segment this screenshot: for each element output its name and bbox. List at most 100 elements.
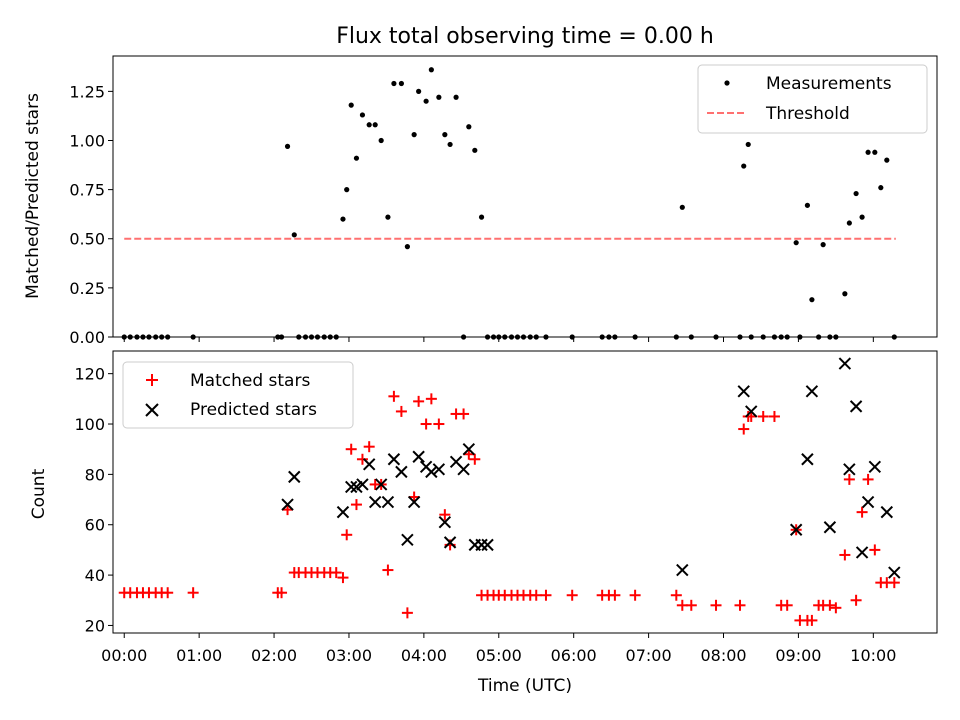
measurements-point: [884, 157, 890, 163]
measurements-point: [340, 216, 346, 222]
measurements-point: [385, 214, 391, 220]
top-plot-area: 0.00 0.25 0.50 0.75 1.00 1.25: [69, 67, 897, 347]
x-tick-label: 03:00: [326, 646, 372, 665]
predicted-stars-point: [432, 463, 446, 476]
measurements-point: [436, 94, 442, 100]
matched-stars-point: [843, 473, 855, 485]
matched-stars-point: [781, 599, 793, 611]
predicted-stars-point: [676, 563, 689, 577]
predicted-stars-point: [438, 516, 452, 529]
bottom-axes-frame: [112, 350, 938, 634]
predicted-stars-point: [281, 498, 294, 511]
measurements-point: [853, 190, 859, 197]
legend-measurements-marker: [724, 80, 730, 86]
x-tick-label: 00:00: [101, 646, 147, 665]
top-y-tick-label: 0.25: [69, 279, 105, 298]
measurements-point: [809, 297, 815, 303]
measurements-point: [478, 214, 485, 220]
measurements-point: [398, 80, 404, 87]
matched-stars-point: [420, 418, 432, 430]
predicted-stars-point: [412, 450, 425, 463]
measurements-point: [466, 124, 472, 130]
measurements-point: [428, 67, 434, 73]
top-legend: Measurements Threshold: [697, 64, 928, 134]
top-y-tick-label: 1.00: [69, 131, 105, 150]
x-tick-label: 01:00: [176, 646, 222, 665]
predicted-stars-point: [443, 536, 457, 549]
legend-predicted-label: Predicted stars: [190, 400, 317, 420]
predicted-stars-point: [345, 480, 358, 494]
bottom-y-tick-label: 80: [85, 465, 105, 484]
matched-stars-point: [363, 441, 375, 453]
measurements-point: [366, 122, 372, 128]
matched-stars-point: [734, 599, 746, 611]
matched-stars-point: [856, 506, 868, 518]
legend-predicted-marker: [145, 403, 159, 417]
bottom-y-tick-label: 60: [85, 516, 105, 535]
predicted-stars-point: [855, 546, 869, 559]
measurements-point: [391, 80, 397, 87]
measurements-point: [793, 240, 799, 246]
x-tick-label: 08:00: [700, 646, 746, 665]
top-y-tick-label: 0.50: [69, 230, 105, 249]
predicted-stars-point: [395, 465, 408, 479]
measurements-point: [353, 155, 360, 161]
measurements-point: [453, 94, 459, 100]
predicted-stars-point: [462, 442, 476, 456]
matched-stars-point: [670, 589, 682, 601]
measurements-point: [416, 88, 422, 94]
matched-stars-point: [768, 410, 780, 422]
measurements-point: [842, 291, 848, 297]
x-tick-label: 05:00: [476, 646, 522, 665]
matched-stars-point: [433, 418, 445, 430]
matched-stars-point: [395, 405, 407, 417]
top-legend-box: [697, 64, 928, 134]
top-y-axis-label: Matched/Predicted stars: [23, 93, 43, 299]
measurements-point: [804, 202, 811, 208]
x-tick-label: 07:00: [626, 646, 672, 665]
legend-threshold-label: Threshold: [765, 104, 850, 124]
matched-stars-point: [413, 395, 425, 407]
predicted-stars-point: [849, 400, 863, 413]
matched-stars-point: [356, 453, 368, 465]
measurements-point: [378, 137, 384, 144]
predicted-stars-point: [362, 458, 376, 471]
predicted-stars-point: [789, 523, 803, 536]
matched-stars-point: [337, 572, 349, 584]
measurements-point: [404, 244, 410, 250]
predicted-stars-point: [288, 470, 301, 484]
matched-stars-point: [530, 589, 542, 601]
x-tick-label: 04:00: [401, 646, 447, 665]
matched-stars-point: [388, 390, 400, 402]
predicted-stars-point: [737, 385, 750, 398]
top-y-tick-label: 0.00: [69, 328, 105, 347]
predicted-stars-point: [368, 495, 382, 509]
measurements-point: [284, 143, 291, 149]
matched-stars-point: [839, 549, 851, 561]
bottom-y-tick-label: 20: [85, 616, 105, 635]
matched-stars-point: [830, 602, 842, 614]
legend-matched-label: Matched stars: [190, 371, 310, 391]
predicted-stars-point: [387, 453, 401, 466]
measurements-point: [865, 149, 871, 155]
predicted-stars-point: [407, 495, 421, 509]
matched-stars-point: [888, 577, 900, 589]
predicted-stars-point: [868, 460, 882, 474]
matched-stars-point: [276, 587, 288, 599]
matched-stars-point: [850, 594, 862, 606]
matched-stars-point: [439, 509, 451, 521]
x-tick-label: 10:00: [850, 646, 896, 665]
matched-stars-point: [869, 544, 881, 556]
predicted-stars-point: [381, 495, 395, 509]
bottom-y-tick-label: 40: [85, 566, 105, 585]
matched-stars-point: [862, 473, 874, 485]
predicted-stars-point: [801, 453, 814, 466]
matched-stars-point: [710, 599, 722, 611]
matched-stars-point: [330, 567, 342, 579]
predicted-stars-point: [888, 566, 901, 579]
measurements-point: [442, 132, 448, 138]
matched-stars-point: [629, 589, 641, 601]
measurements-point: [411, 132, 417, 138]
top-y-tick-label: 1.25: [69, 82, 105, 101]
predicted-stars-point: [880, 505, 894, 519]
